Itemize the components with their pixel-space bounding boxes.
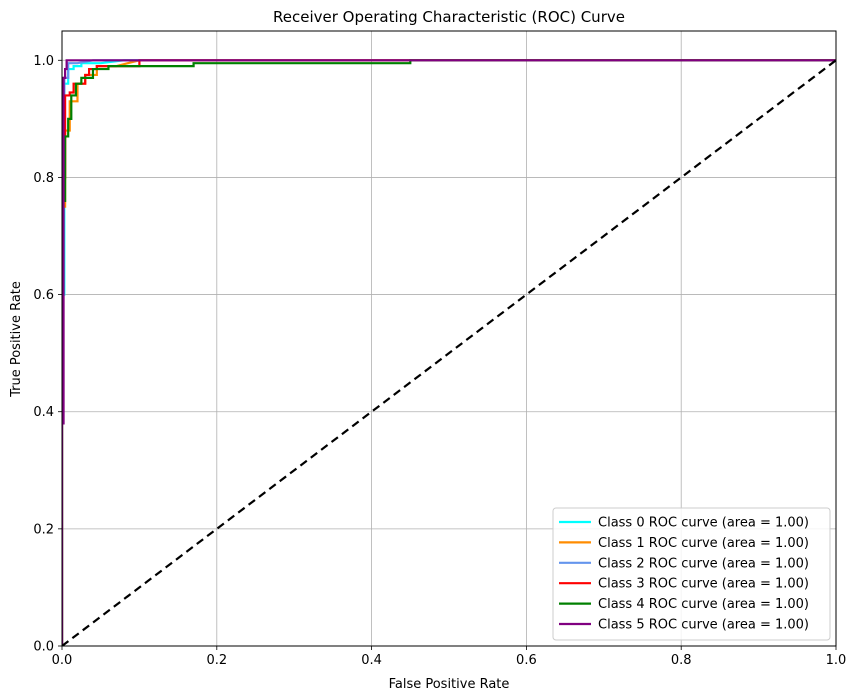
y-tick-label: 0.0 bbox=[33, 640, 54, 655]
series-group bbox=[62, 59, 836, 646]
y-tick-label: 0.8 bbox=[33, 171, 54, 186]
y-tick-label: 0.6 bbox=[33, 288, 54, 303]
x-tick-label: 0.4 bbox=[361, 653, 382, 668]
y-axis-label: True Positive Rate bbox=[9, 281, 24, 398]
x-tick-label: 0.6 bbox=[516, 653, 537, 668]
series-line-class-5 bbox=[62, 59, 836, 646]
y-tick-label: 1.0 bbox=[33, 54, 54, 69]
x-tick-label: 0.2 bbox=[206, 653, 227, 668]
axis-ticks: 0.0 0.2 0.4 0.6 0.8 1.0 0.0 0.2 0.4 0.6 0.8 1.0 bbox=[33, 54, 846, 668]
x-axis-label: False Positive Rate bbox=[389, 677, 510, 692]
diagonal-reference-line bbox=[62, 59, 836, 646]
series-line-class-4 bbox=[62, 59, 836, 646]
x-tick-label: 1.0 bbox=[826, 653, 847, 668]
legend-label: Class 3 ROC curve (area = 1.00) bbox=[598, 577, 809, 592]
y-tick-label: 0.4 bbox=[33, 405, 54, 420]
chart-title: Receiver Operating Characteristic (ROC) … bbox=[273, 8, 625, 26]
legend-box bbox=[552, 507, 831, 641]
plot-frame bbox=[61, 30, 837, 647]
legend: Class 0 ROC curve (area = 1.00) Class 1 R… bbox=[552, 507, 831, 641]
series-layer bbox=[62, 59, 836, 646]
legend-label: Class 2 ROC curve (area = 1.00) bbox=[598, 556, 809, 571]
legend-label: Class 0 ROC curve (area = 1.00) bbox=[598, 516, 809, 531]
legend-label: Class 1 ROC curve (area = 1.00) bbox=[598, 536, 809, 551]
y-tick-label: 0.2 bbox=[33, 522, 54, 537]
legend-label: Class 5 ROC curve (area = 1.00) bbox=[598, 618, 809, 633]
legend-label: Class 4 ROC curve (area = 1.00) bbox=[598, 597, 809, 612]
x-tick-label: 0.0 bbox=[52, 653, 73, 668]
x-tick-label: 0.8 bbox=[671, 653, 692, 668]
